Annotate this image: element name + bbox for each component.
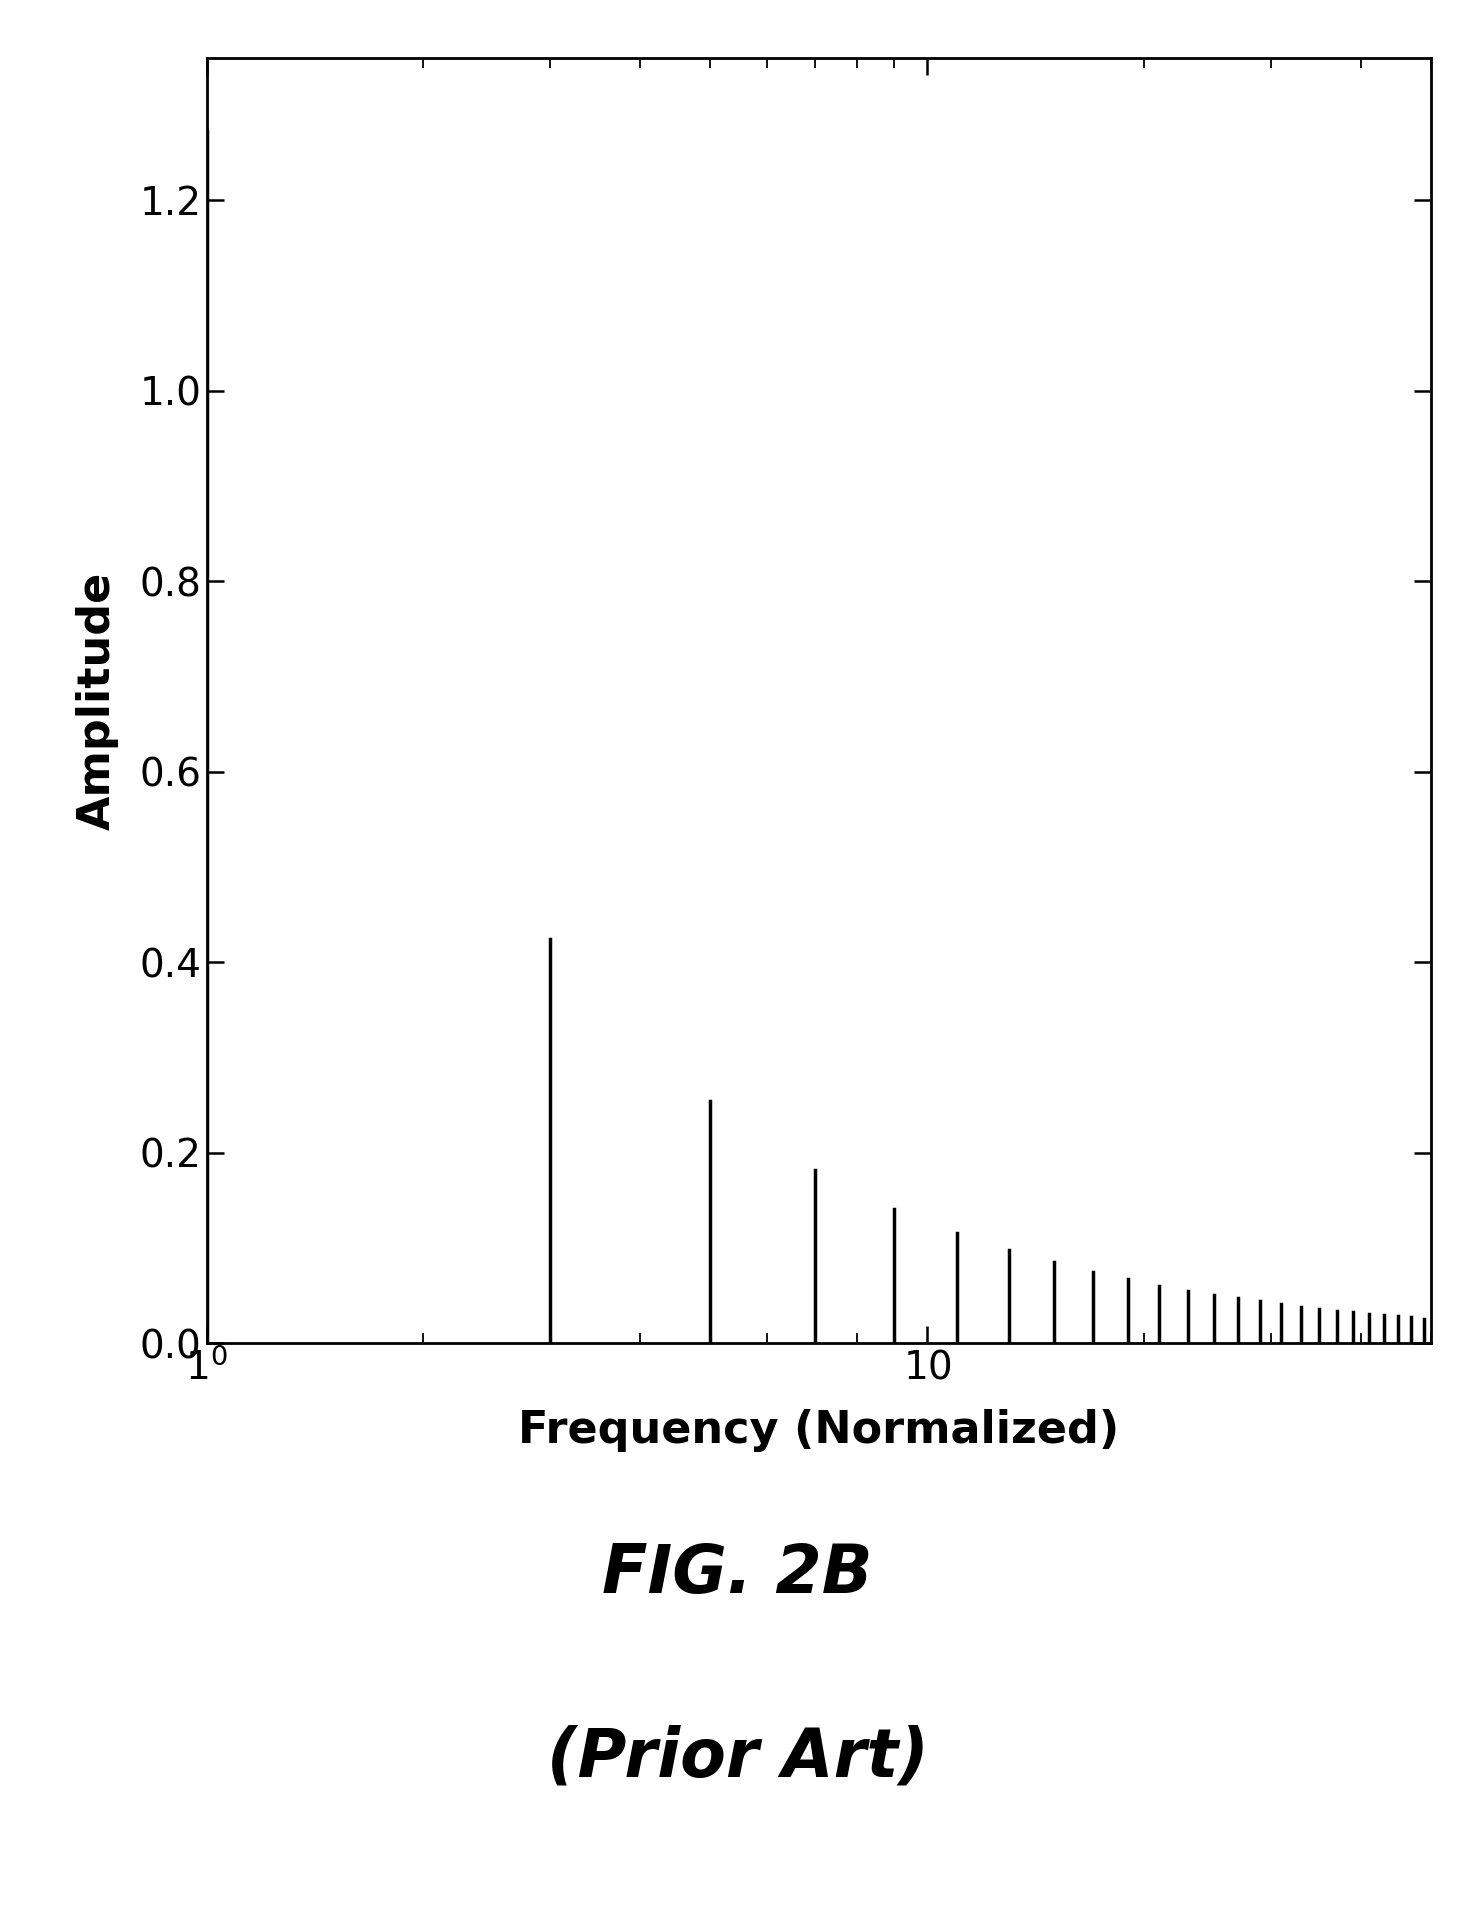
Y-axis label: Amplitude: Amplitude	[75, 572, 119, 829]
X-axis label: Frequency (Normalized): Frequency (Normalized)	[518, 1409, 1120, 1451]
Text: FIG. 2B: FIG. 2B	[602, 1541, 873, 1606]
Text: (Prior Art): (Prior Art)	[547, 1725, 928, 1790]
